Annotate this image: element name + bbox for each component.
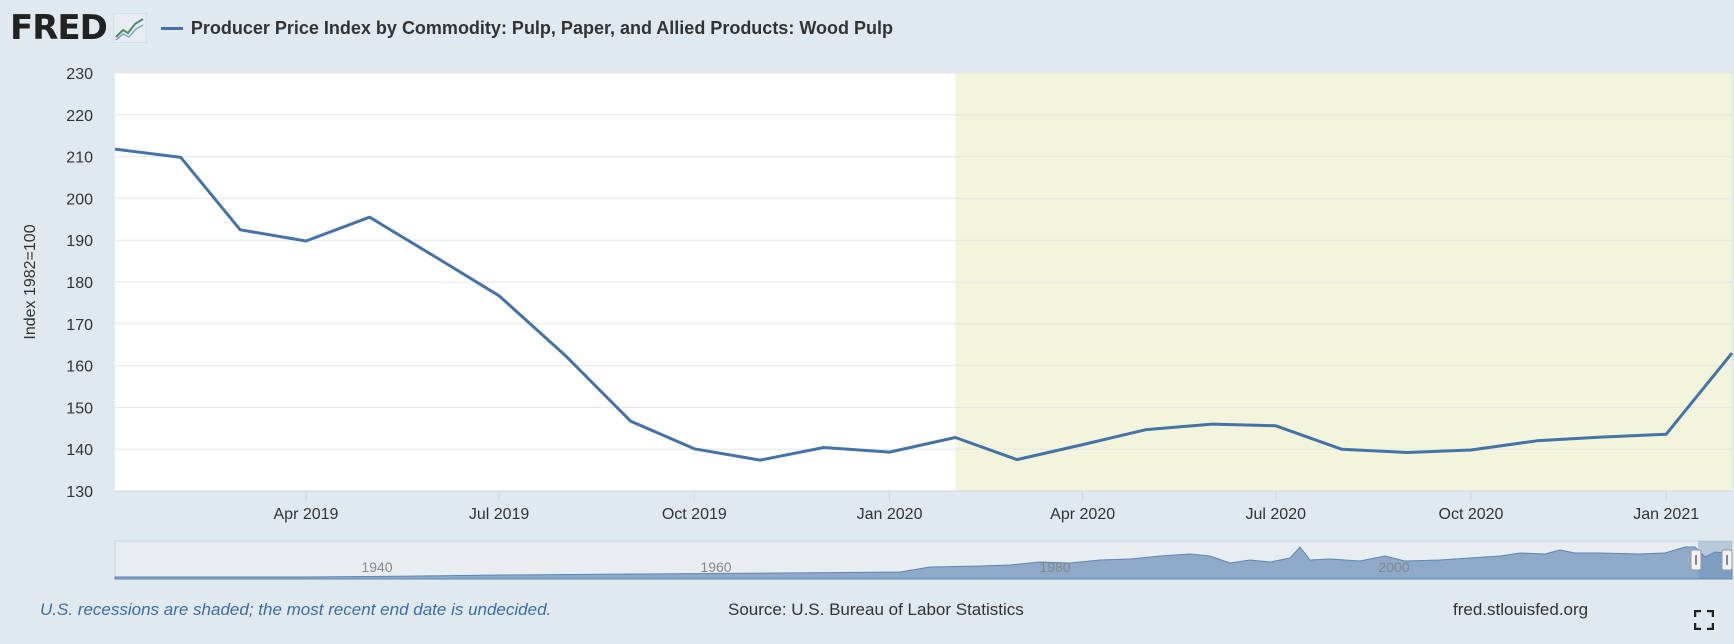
series-layer [112,146,1734,463]
data-point[interactable] [1468,447,1474,453]
x-tick-label: Apr 2019 [274,506,339,523]
data-point[interactable] [952,434,958,440]
y-axis-label: Index 1982=100 [22,224,39,339]
navigator[interactable]: 1940 1960 1980 2000 [114,540,1733,580]
data-point[interactable] [1209,421,1215,427]
data-point[interactable] [1534,438,1540,444]
data-point[interactable] [432,254,438,260]
recession-note: U.S. recessions are shaded; the most rec… [40,600,552,619]
y-tick-label: 210 [66,150,93,167]
line-chart[interactable]: 130 140 150 160 170 180 190 200 210 220 230 Apr 20… [0,0,1734,596]
data-point[interactable] [628,418,634,424]
data-point[interactable] [887,449,893,455]
data-point[interactable] [1404,450,1410,456]
y-tick-label: 220 [66,108,93,125]
data-point[interactable] [1143,427,1149,433]
data-point[interactable] [1597,434,1603,440]
data-point[interactable] [303,238,309,244]
data-point[interactable] [112,146,118,152]
x-tick-label: Jul 2019 [469,506,530,523]
data-point[interactable] [496,293,502,299]
data-point[interactable] [1014,457,1020,463]
x-tick-label: Apr 2020 [1050,506,1115,523]
series-line[interactable] [114,147,1734,462]
data-point[interactable] [691,446,697,452]
x-tick-label: Oct 2020 [1439,506,1504,523]
data-point[interactable] [178,154,184,160]
navigator-label: 1940 [361,559,392,575]
x-tick-label: Jan 2021 [1633,506,1699,523]
x-tick-label: Jan 2020 [857,506,923,523]
y-tick-label: 160 [66,359,93,376]
y-tick-label: 140 [66,442,93,459]
navigator-area [114,546,1733,580]
series-title: Producer Price Index by Commodity: Pulp,… [190,17,893,38]
y-tick-label: 150 [66,400,93,417]
y-tick-label: 200 [66,191,93,208]
data-point[interactable] [367,214,373,220]
site-link[interactable]: fred.stlouisfed.org [1453,600,1589,619]
data-point[interactable] [1663,431,1669,437]
y-tick-label: 180 [66,275,93,292]
fred-graph-icon [112,13,147,43]
navigator-label: 2000 [1378,559,1409,575]
data-point[interactable] [1080,442,1086,448]
data-point[interactable] [757,457,763,463]
x-axis-ticks: Apr 2019 Jul 2019 Oct 2019 Jan 2020 Apr 2020… [274,491,1699,523]
y-axis-ticks: 130 140 150 160 170 180 190 200 210 220 230 [66,66,93,501]
data-point[interactable] [1273,423,1279,429]
y-tick-label: 190 [66,233,93,250]
y-tick-label: 130 [66,484,93,501]
fullscreen-icon[interactable] [1694,610,1714,630]
x-tick-label: Oct 2019 [662,506,727,523]
y-tick-label: 230 [66,66,93,83]
data-point[interactable] [562,352,568,358]
x-tick-label: Jul 2020 [1246,506,1307,523]
navigator-label: 1960 [700,559,731,575]
y-tick-label: 170 [66,317,93,334]
legend-line-marker [160,26,183,30]
fred-logo[interactable]: FRED [10,8,108,48]
source-note: Source: U.S. Bureau of Labor Statistics [728,600,1024,619]
navigator-label: 1980 [1039,559,1070,575]
chart-header: FRED Producer Price Index by Commodity: … [10,8,893,48]
gridlines [115,72,1732,450]
data-point[interactable] [1339,446,1345,452]
data-point[interactable] [237,227,243,233]
data-point[interactable] [821,445,827,451]
